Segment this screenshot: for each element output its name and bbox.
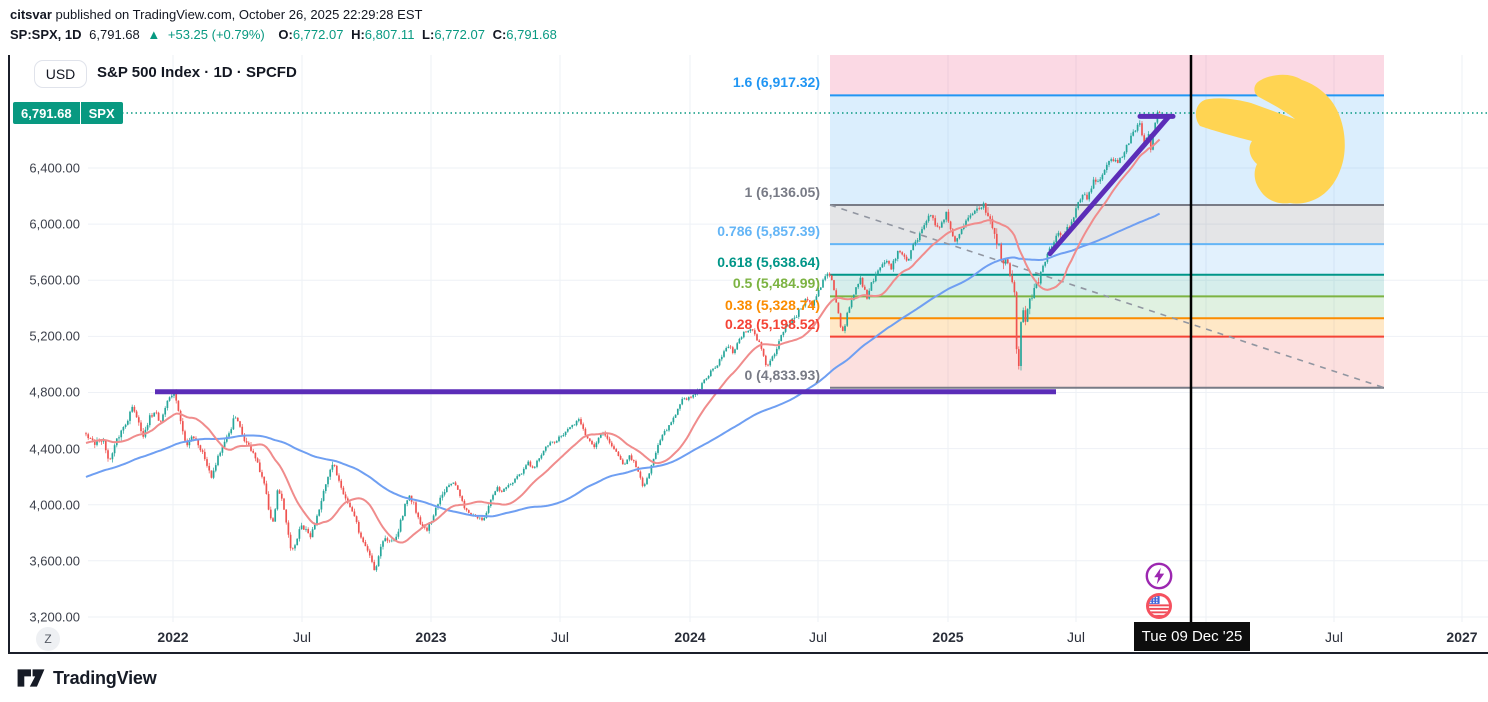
up-triangle-icon: ▲ xyxy=(147,27,160,42)
time-scale-label: 2025 xyxy=(932,629,963,645)
tradingview-snapshot: citsvar published on TradingView.com, Oc… xyxy=(0,0,1488,702)
time-scale-label: 2023 xyxy=(415,629,446,645)
last-price: 6,791.68 xyxy=(89,27,140,42)
high-value: 6,807.11 xyxy=(365,27,415,42)
close-label: C: xyxy=(493,27,507,42)
low-label: L: xyxy=(422,27,434,42)
fib-level-label-1: 1 (6,136.05) xyxy=(745,184,821,200)
price-scale-label: 4,000.00 xyxy=(8,497,80,512)
symbol-info-line: SP:SPX, 1D 6,791.68 ▲ +53.25 (+0.79%) O:… xyxy=(10,27,561,42)
close-value: 6,791.68 xyxy=(506,27,557,42)
publish-info: published on TradingView.com, October 26… xyxy=(56,7,423,22)
time-scale-label: Jul xyxy=(1067,629,1085,645)
fib-level-label-0: 0 (4,833.93) xyxy=(745,367,821,383)
last-price-badge-symbol: SPX xyxy=(81,102,123,124)
fib-level-label-0.38: 0.38 (5,328.74) xyxy=(725,297,820,313)
price-scale-label: 5,200.00 xyxy=(8,329,80,344)
fib-level-label-0.28: 0.28 (5,198.52) xyxy=(725,316,820,332)
time-scale-label: Jul xyxy=(1325,629,1343,645)
timezone-chip[interactable]: Z xyxy=(36,627,60,651)
high-label: H: xyxy=(351,27,365,42)
us-flag-event-icon[interactable] xyxy=(1144,591,1174,621)
price-scale-label: 4,800.00 xyxy=(8,385,80,400)
chart-bottom-border xyxy=(8,652,1488,654)
price-change: +53.25 (+0.79%) xyxy=(168,27,265,42)
username: citsvar xyxy=(10,7,52,22)
time-scale-label: 2024 xyxy=(674,629,705,645)
time-scale-label: 2022 xyxy=(157,629,188,645)
tradingview-logo-text: TradingView xyxy=(53,668,157,689)
tradingview-logo-mark xyxy=(16,664,46,692)
price-scale-label: 5,600.00 xyxy=(8,273,80,288)
time-scale-label: Jul xyxy=(551,629,569,645)
chart-canvas[interactable] xyxy=(0,55,1488,655)
last-price-badge: 6,791.68 SPX xyxy=(13,102,123,124)
fib-level-label-1.6: 1.6 (6,917.32) xyxy=(733,74,820,90)
currency-button[interactable]: USD xyxy=(34,60,87,88)
crosshair-date-label: Tue 09 Dec '25 xyxy=(1134,622,1250,651)
price-scale-label: 4,400.00 xyxy=(8,441,80,456)
last-price-badge-value: 6,791.68 xyxy=(13,102,80,124)
price-scale-label: 3,600.00 xyxy=(8,553,80,568)
price-scale-label: 6,400.00 xyxy=(8,161,80,176)
chart-title: S&P 500 Index · 1D · SPCFD xyxy=(97,64,297,81)
open-label: O: xyxy=(278,27,292,42)
low-value: 6,772.07 xyxy=(434,27,485,42)
time-scale-label: Jul xyxy=(293,629,311,645)
fib-level-label-0.786: 0.786 (5,857.39) xyxy=(717,223,820,239)
tradingview-logo[interactable]: TradingView xyxy=(16,663,157,693)
time-scale-label: Jul xyxy=(809,629,827,645)
time-scale-label: 2027 xyxy=(1446,629,1477,645)
fib-level-label-0.618: 0.618 (5,638.64) xyxy=(717,254,820,270)
fib-level-label-0.5: 0.5 (5,484.99) xyxy=(733,275,820,291)
open-value: 6,772.07 xyxy=(293,27,344,42)
price-scale-label: 3,200.00 xyxy=(8,609,80,624)
symbol-name: SP:SPX, 1D xyxy=(10,27,82,42)
price-scale-label: 6,000.00 xyxy=(8,217,80,232)
attribution-line: citsvar published on TradingView.com, Oc… xyxy=(10,7,422,22)
economic-event-lightning-icon[interactable] xyxy=(1144,561,1174,591)
